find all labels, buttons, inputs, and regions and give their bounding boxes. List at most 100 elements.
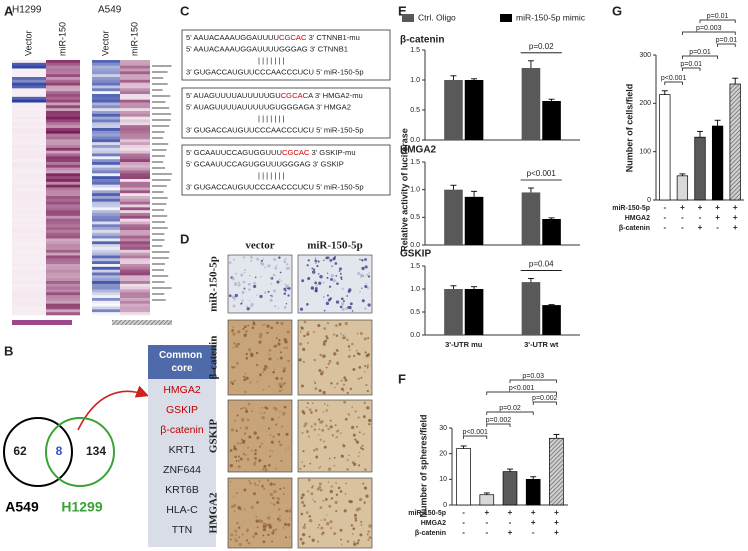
heatmap-cell	[120, 94, 150, 98]
heatmap-cell	[120, 227, 150, 231]
texture	[307, 478, 311, 482]
row-label: β-catenin	[208, 336, 220, 380]
texture	[254, 452, 257, 456]
heatmap-cell	[92, 298, 120, 302]
texture	[336, 363, 339, 366]
texture	[244, 372, 247, 375]
texture	[327, 481, 330, 483]
texture	[318, 368, 322, 372]
texture	[324, 498, 328, 501]
heatmap-cell	[46, 215, 80, 219]
heatmap-cell	[120, 102, 150, 106]
texture	[337, 486, 341, 490]
texture	[286, 330, 290, 334]
texture	[363, 501, 366, 504]
heatmap-cell	[120, 62, 150, 66]
texture	[326, 276, 329, 279]
texture	[289, 536, 291, 538]
heatmap-cell	[46, 179, 80, 183]
bar	[542, 101, 561, 140]
sequence-part: 5' AAUACAAAUGGAUUUU	[186, 33, 279, 42]
texture	[318, 482, 322, 486]
heatmap-cell	[92, 261, 120, 265]
heatmap-cell	[12, 167, 46, 171]
heatmap-cell	[12, 241, 46, 245]
texture	[263, 411, 266, 414]
heatmap-cell	[120, 198, 150, 202]
heatmap-cell	[12, 244, 46, 248]
box-body	[148, 379, 216, 547]
texture	[346, 540, 350, 543]
heatmap-cell	[120, 190, 150, 194]
texture	[358, 464, 361, 467]
texture	[335, 482, 337, 484]
texture	[236, 344, 239, 346]
heatmap-cell	[120, 292, 150, 296]
texture	[278, 382, 282, 386]
texture	[282, 382, 285, 386]
texture	[333, 456, 336, 459]
heatmap-cell	[120, 150, 150, 154]
texture	[322, 281, 325, 284]
texture	[342, 383, 346, 386]
texture	[277, 416, 280, 419]
heatmap-cell	[46, 281, 80, 285]
texture	[256, 363, 259, 367]
texture	[303, 523, 306, 526]
texture	[357, 507, 361, 511]
texture	[315, 262, 317, 264]
texture	[251, 326, 255, 330]
texture	[259, 373, 262, 377]
heatmap-cell	[12, 164, 46, 168]
box-header	[148, 345, 216, 379]
texture	[305, 511, 309, 514]
texture	[340, 276, 343, 279]
bracket	[699, 19, 736, 23]
heatmap-cell	[12, 298, 46, 302]
texture	[328, 504, 332, 508]
texture	[312, 330, 315, 333]
heatmap-cell	[92, 230, 120, 234]
texture	[306, 407, 308, 409]
heatmap-cell	[12, 193, 46, 197]
y-tick-label: 0.0	[410, 242, 420, 249]
texture	[262, 527, 267, 532]
texture	[275, 337, 278, 340]
texture	[301, 493, 305, 497]
texture	[307, 259, 310, 262]
texture	[248, 348, 252, 352]
texture	[248, 480, 250, 482]
texture	[321, 370, 324, 374]
heatmap-cell	[92, 176, 120, 180]
texture	[282, 493, 285, 495]
texture	[322, 531, 325, 534]
texture	[314, 382, 317, 385]
texture	[246, 307, 250, 311]
texture	[248, 274, 251, 277]
texture	[318, 467, 320, 469]
texture	[335, 334, 339, 338]
texture	[313, 359, 316, 362]
heatmap-cell	[120, 82, 150, 86]
heatmap-cell	[120, 179, 150, 183]
heatmap-cell	[92, 258, 120, 262]
texture	[267, 290, 270, 293]
texture	[278, 389, 282, 393]
heatmap-cell	[120, 281, 150, 285]
ihc-image	[297, 319, 373, 396]
texture	[260, 442, 264, 445]
texture	[275, 265, 278, 267]
texture	[258, 459, 262, 463]
texture	[347, 345, 351, 348]
texture	[282, 526, 285, 529]
heatmap-cell	[12, 77, 46, 81]
heatmap-cell	[92, 96, 120, 100]
condition-value: +	[715, 203, 720, 212]
texture	[334, 262, 338, 265]
column-label: Vector	[23, 30, 33, 56]
y-tick-label: 1.0	[410, 187, 420, 194]
texture	[263, 323, 266, 325]
texture	[302, 450, 305, 453]
texture	[243, 375, 246, 378]
heatmap-cell	[12, 224, 46, 228]
